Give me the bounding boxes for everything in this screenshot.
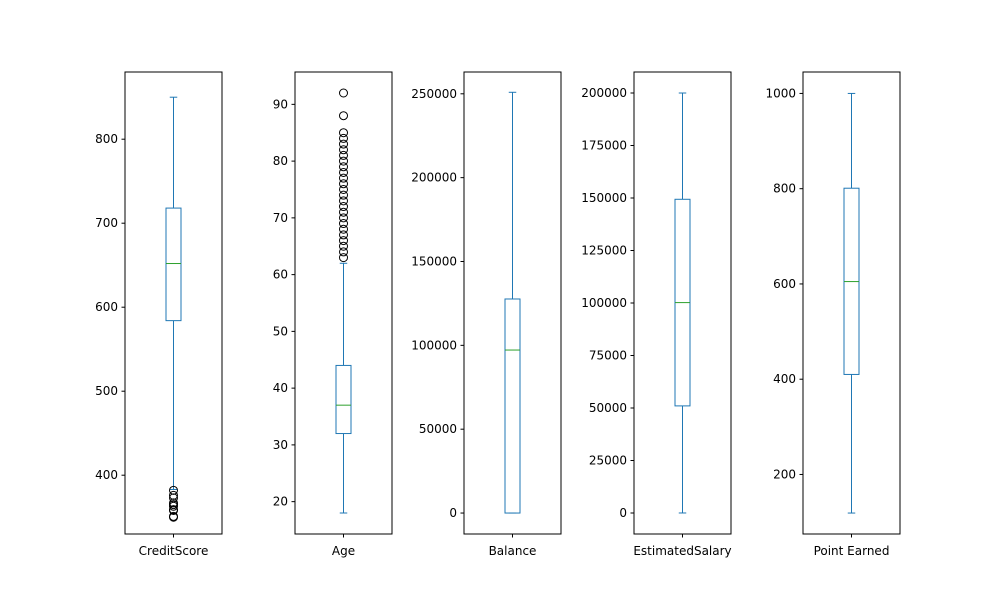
panel-2-box [335,364,352,435]
panel-2-outlier-20 [339,145,348,155]
panel-3-ytick-label: 100000 [411,338,457,352]
panel-2-ytick-label: 50 [273,324,288,338]
panel-1-ytick-label: 500 [95,384,118,398]
panel-1-ytick-label: 600 [95,300,118,314]
panel-2-outlier-3 [339,241,348,251]
panel-5-ytick-label: 400 [773,372,796,386]
panel-3-category-label: Balance [489,544,537,558]
panel-5-ytick-label: 1000 [765,86,796,100]
panel-2-ytick-label: 90 [273,97,288,111]
panel-2-outlier-1 [339,253,348,263]
panel-1-outlier-2 [169,511,178,521]
panel-2-outlier-2 [339,247,348,257]
panel-2-outlier-16 [339,167,348,177]
panel-1-box [165,207,182,322]
panel-4-ytick-label: 50000 [589,401,627,415]
panel-2-outlier-4 [339,236,348,246]
panel-2-outlier-8 [339,213,348,223]
panel-2-outlier-5 [339,230,348,240]
panel-4-ytick-label: 75000 [589,349,627,363]
panel-3-ytick-label: 200000 [411,171,457,185]
panel-3-ytick-label: 0 [449,506,457,520]
panel-5-ytick-label: 600 [773,277,796,291]
panel-5-category-label: Point Earned [814,544,890,558]
panel-2-outlier-23 [339,128,348,138]
panel-2-ytick-label: 30 [273,438,288,452]
panel-3-ytick-label: 250000 [411,87,457,101]
panel-2-outlier-18 [339,156,348,166]
panel-1-outlier-9 [169,490,178,500]
panel-4-ytick-label: 150000 [581,191,627,205]
panel-1-ytick-label: 400 [95,468,118,482]
panel-3-box [504,298,521,514]
panel-1-ytick-label: 800 [95,132,118,146]
panel-1-outlier-10 [169,485,178,495]
panel-2-outlier-10 [339,202,348,212]
panel-2-ytick-label: 70 [273,211,288,225]
panel-4-ytick-label: 100000 [581,296,627,310]
panel-5-ytick-label: 800 [773,182,796,196]
panel-4-category-label: EstimatedSalary [633,544,731,558]
panel-2-ytick-label: 60 [273,268,288,282]
panel-4-ytick-label: 125000 [581,244,627,258]
panel-2-outlier-25 [339,88,348,98]
panel-4-ytick-label: 25000 [589,454,627,468]
panel-2-outlier-14 [339,179,348,189]
panel-1-category-label: CreditScore [139,544,209,558]
panel-2-outlier-21 [339,139,348,149]
panel-3-ytick-label: 150000 [411,254,457,268]
panel-2-ytick-label: 20 [273,495,288,509]
panel-2-outlier-12 [339,190,348,200]
panel-2-outlier-15 [339,173,348,183]
panel-4-ytick-label: 200000 [581,86,627,100]
panel-2-outlier-24 [339,111,348,121]
panel-2-outlier-7 [339,219,348,229]
panel-5-ytick-label: 200 [773,467,796,481]
panel-2-outlier-22 [339,133,348,143]
panel-2-ytick-label: 80 [273,154,288,168]
panel-3-ytick-label: 50000 [419,422,457,436]
panel-4-ytick-label: 175000 [581,139,627,153]
panel-2-category-label: Age [332,544,355,558]
panel-4-ytick-label: 0 [619,506,627,520]
panel-2-outlier-17 [339,162,348,172]
panel-2-outlier-13 [339,184,348,194]
panel-2-outlier-6 [339,224,348,234]
panel-2-outlier-19 [339,150,348,160]
panel-2-ytick-label: 40 [273,381,288,395]
panel-1-outlier-4 [169,505,178,515]
panel-2-outlier-11 [339,196,348,206]
panel-2-outlier-9 [339,207,348,217]
panel-1-ytick-label: 700 [95,216,118,230]
